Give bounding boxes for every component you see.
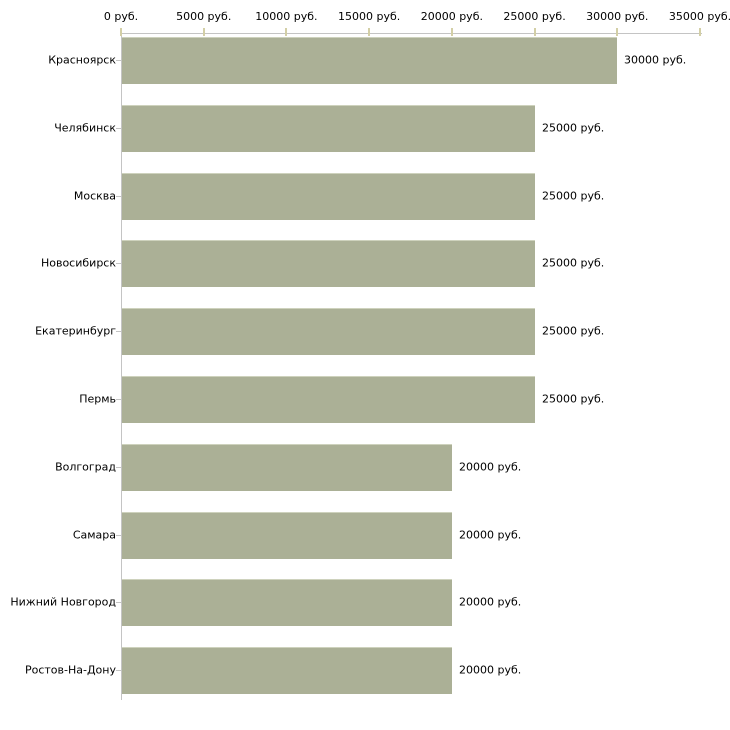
bar-row: Красноярск 30000 руб. <box>0 37 730 84</box>
bar-row: Ростов-На-Дону 20000 руб. <box>0 647 730 695</box>
bar-row: Москва 25000 руб. <box>0 172 730 220</box>
category-label: Новосибирск <box>40 256 116 270</box>
category-tick-mark <box>116 670 121 672</box>
bar-value-label: 20000 руб. <box>459 663 522 677</box>
bar-row: Екатеринбург 25000 руб. <box>0 308 730 356</box>
bar-value-label: 25000 руб. <box>542 392 605 406</box>
bar <box>122 104 535 152</box>
bar-value-label: 25000 руб. <box>542 189 605 203</box>
bar <box>122 579 452 627</box>
x-axis-tick-mark <box>699 28 701 36</box>
bar-value-label: 20000 руб. <box>459 460 522 474</box>
bar-row: Челябинск 25000 руб. <box>0 104 730 152</box>
bar-row: Пермь 25000 руб. <box>0 376 730 423</box>
category-label: Самара <box>72 528 116 542</box>
x-axis-tick-label: 35000 руб. <box>668 10 730 23</box>
x-axis-line <box>121 33 702 34</box>
x-axis-tick-mark <box>616 28 619 36</box>
category-tick-mark <box>116 399 121 400</box>
bar <box>122 376 535 423</box>
category-label: Челябинск <box>54 121 116 135</box>
category-label: Красноярск <box>48 53 116 67</box>
bar-value-label: 30000 руб. <box>624 53 687 67</box>
x-axis-tick-label: 30000 руб. <box>586 10 649 23</box>
x-axis-tick-label: 0 руб. <box>103 10 139 23</box>
bar <box>122 240 535 288</box>
bar-value-label: 20000 руб. <box>459 595 522 609</box>
category-label: Нижний Новгород <box>10 595 116 609</box>
bar-value-label: 25000 руб. <box>542 324 605 338</box>
x-axis-tick-mark <box>202 28 205 36</box>
bar-row: Волгоград 20000 руб. <box>0 443 730 491</box>
x-axis-tick-mark <box>368 28 371 36</box>
y-axis-line <box>121 33 122 700</box>
bar-row: Самара 20000 руб. <box>0 511 730 559</box>
x-axis-tick-label: 20000 руб. <box>420 10 483 23</box>
bar <box>122 37 617 84</box>
category-label: Пермь <box>79 392 116 406</box>
category-tick-mark <box>116 534 121 536</box>
category-tick-mark <box>116 195 121 197</box>
bar-row: Новосибирск 25000 руб. <box>0 240 730 288</box>
bar <box>122 308 535 356</box>
category-tick-mark <box>116 331 121 333</box>
category-tick-mark <box>116 263 121 265</box>
bar <box>122 172 535 220</box>
category-label: Екатеринбург <box>35 324 116 338</box>
bar-value-label: 25000 руб. <box>542 256 605 270</box>
category-label: Волгоград <box>55 460 116 474</box>
bar <box>122 511 452 559</box>
category-tick-mark <box>116 602 121 604</box>
x-axis-tick-label: 25000 руб. <box>503 10 566 23</box>
x-axis-tick-mark <box>533 28 536 36</box>
bar-value-label: 25000 руб. <box>542 121 605 135</box>
category-label: Москва <box>73 189 116 203</box>
x-axis-tick-mark <box>450 28 453 36</box>
x-axis-tick-label: 10000 руб. <box>255 10 318 23</box>
x-axis-tick-label: 5000 руб. <box>176 10 232 23</box>
bar <box>122 443 452 491</box>
category-tick-mark <box>116 60 121 61</box>
category-tick-mark <box>116 466 121 468</box>
bar-row: Нижний Новгород 20000 руб. <box>0 579 730 627</box>
x-axis-tick-mark <box>120 28 122 36</box>
bar <box>122 647 452 695</box>
bar-value-label: 20000 руб. <box>459 528 522 542</box>
x-axis-tick-mark <box>285 28 288 36</box>
category-label: Ростов-На-Дону <box>24 663 116 677</box>
category-tick-mark <box>116 127 121 129</box>
x-axis-tick-label: 15000 руб. <box>338 10 401 23</box>
